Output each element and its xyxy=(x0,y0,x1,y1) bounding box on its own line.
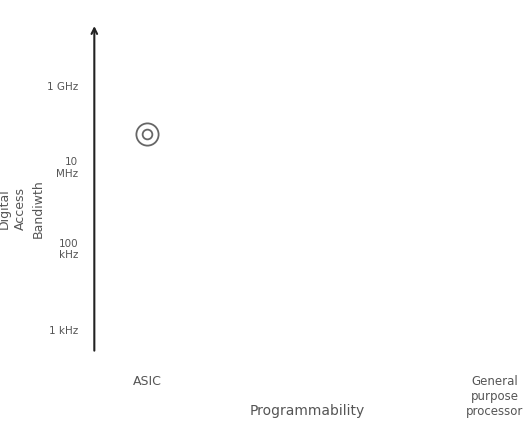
Text: 10
MHz: 10 MHz xyxy=(56,157,78,179)
Text: 1 GHz: 1 GHz xyxy=(47,82,78,92)
Text: Digital
Access
Bandiwth: Digital Access Bandiwth xyxy=(0,179,44,238)
Text: 1 kHz: 1 kHz xyxy=(49,326,78,336)
Text: General
purpose
processor: General purpose processor xyxy=(466,375,523,418)
Text: 100
kHz: 100 kHz xyxy=(58,239,78,260)
Text: Programmability: Programmability xyxy=(249,404,365,418)
Text: ASIC: ASIC xyxy=(133,375,162,388)
